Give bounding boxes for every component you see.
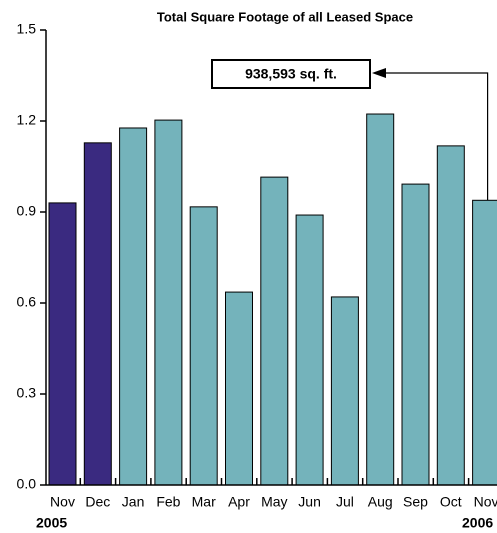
bar — [48, 202, 77, 486]
y-tick-label: 0.6 — [17, 294, 37, 310]
x-tick-label: Dec — [85, 494, 110, 510]
bar — [436, 145, 465, 486]
bar — [472, 199, 497, 486]
x-tick-label: Jan — [122, 494, 145, 510]
bar — [189, 206, 218, 486]
y-tick-label: 0.3 — [17, 385, 37, 401]
bar — [154, 119, 183, 486]
y-tick-label: 0.9 — [17, 203, 37, 219]
x-tick-label: Apr — [228, 494, 250, 510]
bar — [225, 291, 253, 486]
bar — [83, 142, 112, 486]
x-tick-label: Nov — [50, 494, 75, 510]
x-tick-label: Mar — [192, 494, 216, 510]
x-tick-label: May — [261, 494, 287, 510]
bar — [330, 296, 359, 486]
arrow-head — [372, 68, 386, 78]
x-tick-label: Jun — [298, 494, 321, 510]
bar — [260, 176, 289, 486]
y-tick-label: 1.5 — [17, 21, 37, 37]
x-tick-label: Feb — [156, 494, 180, 510]
x-tick-label: Jul — [336, 494, 354, 510]
x-tick-label: Oct — [440, 494, 462, 510]
bar — [295, 214, 324, 486]
annotation-box — [211, 59, 371, 89]
x-tick-label: Nov — [474, 494, 497, 510]
bar — [401, 183, 430, 486]
y-tick-label: 0.0 — [17, 476, 37, 492]
x-tick-label: Aug — [368, 494, 393, 510]
annotation: 938,593 sq. ft. — [245, 66, 337, 82]
bar — [366, 113, 395, 486]
bar — [119, 127, 148, 486]
year-label: 2006 — [462, 515, 493, 531]
y-tick-label: 1.2 — [17, 112, 37, 128]
chart-title: Total Square Footage of all Leased Space — [157, 9, 413, 24]
x-tick-label: Sep — [403, 494, 428, 510]
year-label: 2005 — [36, 515, 67, 531]
annotation-arrow — [384, 72, 489, 201]
